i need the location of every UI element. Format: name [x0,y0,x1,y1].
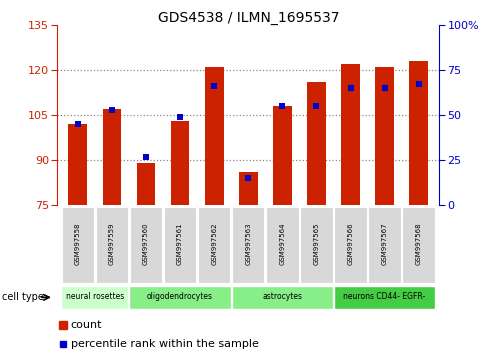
Text: neural rosettes: neural rosettes [66,292,124,301]
Bar [129,286,231,309]
Bar [96,207,128,283]
Text: GDS4538 / ILMN_1695537: GDS4538 / ILMN_1695537 [158,11,339,25]
Bar [239,172,257,205]
Text: GSM997560: GSM997560 [143,222,149,265]
Bar [61,286,128,309]
Bar [164,207,196,283]
Bar [368,207,401,283]
Text: GSM997565: GSM997565 [313,222,319,265]
Text: GSM997563: GSM997563 [245,222,251,265]
Bar [137,163,155,205]
Text: GSM997566: GSM997566 [347,222,353,265]
Bar [103,109,121,205]
Text: GSM997568: GSM997568 [416,222,422,265]
Text: count: count [71,320,102,330]
Bar [68,124,87,205]
Text: GSM997567: GSM997567 [382,222,388,265]
Bar [300,207,333,283]
Bar [205,67,224,205]
Bar [266,207,298,283]
Text: percentile rank within the sample: percentile rank within the sample [71,339,258,349]
Bar [375,67,394,205]
Bar [130,207,162,283]
Text: GSM997564: GSM997564 [279,222,285,265]
Text: neurons CD44- EGFR-: neurons CD44- EGFR- [343,292,426,301]
Bar [171,121,190,205]
Bar [273,106,292,205]
Text: cell type: cell type [2,292,44,302]
Text: astrocytes: astrocytes [262,292,302,301]
Bar [341,64,360,205]
Bar [403,207,435,283]
Bar [232,207,264,283]
Bar [62,207,94,283]
Bar [232,286,333,309]
Text: GSM997562: GSM997562 [211,222,217,265]
Bar [409,61,428,205]
Text: GSM997561: GSM997561 [177,222,183,265]
Text: GSM997558: GSM997558 [75,222,81,265]
Text: oligodendrocytes: oligodendrocytes [147,292,213,301]
Bar [198,207,231,283]
Bar [334,286,435,309]
Bar [307,82,326,205]
Bar [334,207,367,283]
Text: GSM997559: GSM997559 [109,222,115,265]
